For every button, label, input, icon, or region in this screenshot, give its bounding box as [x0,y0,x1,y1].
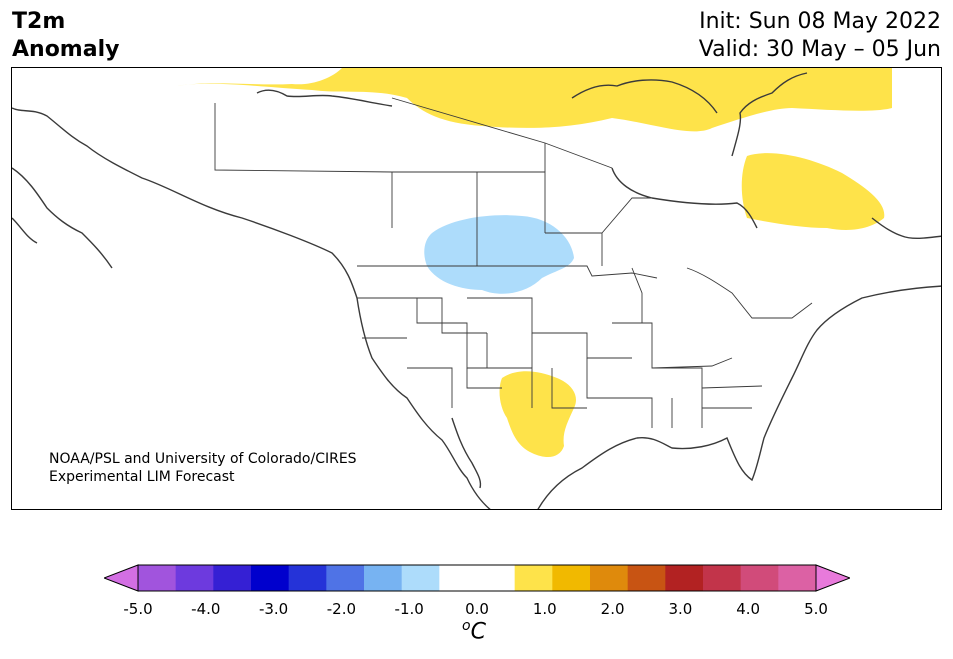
colorbar-segments [104,564,850,592]
credit-text: NOAA/PSL and University of Colorado/CIRE… [49,450,357,486]
colorbar-segment [364,565,403,591]
forecast-dates: Init: Sun 08 May 2022 Valid: 30 May – 05… [699,8,941,64]
anomaly-cool-prairies [424,215,574,294]
unit-celsius: C [470,619,486,645]
map-title: T2m Anomaly [12,8,119,64]
colorbar-unit: oC [462,618,486,644]
north-america-map [12,68,941,509]
colorbar-tick-label: 4.0 [736,600,761,618]
colorbar-segment [627,565,666,591]
anomaly-warm-southwest [499,371,577,458]
colorbar-tick-label: 1.0 [532,600,557,618]
valid-date: Valid: 30 May – 05 Jun [698,37,941,62]
title-line-2: Anomaly [12,37,120,62]
init-date: Init: Sun 08 May 2022 [699,9,941,34]
colorbar-segment [590,565,629,591]
colorbar-tick-label: -4.0 [191,600,221,618]
colorbar-segment [477,565,516,591]
colorbar-segment [213,565,252,591]
borders [214,97,813,428]
colorbar-segment [288,565,327,591]
colorbar-segment [251,565,290,591]
colorbar-segment [175,565,214,591]
colorbar-tick-label: 5.0 [804,600,828,618]
map-panel [11,67,942,510]
colorbar-segment [778,565,817,591]
colorbar-tick-label: -5.0 [123,600,153,618]
colorbar-extend-high [815,564,850,592]
colorbar-tick-label: 2.0 [600,600,625,618]
anomaly-warm-north-canada [177,68,892,132]
colorbar-segment [740,565,779,591]
title-line-1: T2m [12,9,66,34]
colorbar-tick-label: 0.0 [465,600,489,618]
colorbar-tick-label: 3.0 [668,600,693,618]
colorbar-segment [326,565,365,591]
colorbar-segment [514,565,553,591]
coastlines [12,72,941,509]
colorbar-extend-low [104,564,139,592]
anomaly-warm-arctic-left [342,68,412,82]
colorbar-segment [552,565,591,591]
colorbar-segment [703,565,742,591]
colorbar-segment [401,565,440,591]
credit-line-1: NOAA/PSL and University of Colorado/CIRE… [49,451,357,467]
colorbar-tick-label: -1.0 [394,600,424,618]
unit-degree: o [462,618,471,634]
colorbar-segment [439,565,478,591]
colorbar-tick-label: -3.0 [258,600,289,618]
anomaly-warm-quebec [741,153,885,230]
colorbar-segment [665,565,704,591]
credit-line-2: Experimental LIM Forecast [49,469,235,485]
colorbar-segment [138,565,177,591]
colorbar-tick-label: -2.0 [326,600,357,618]
colorbar [104,564,850,592]
